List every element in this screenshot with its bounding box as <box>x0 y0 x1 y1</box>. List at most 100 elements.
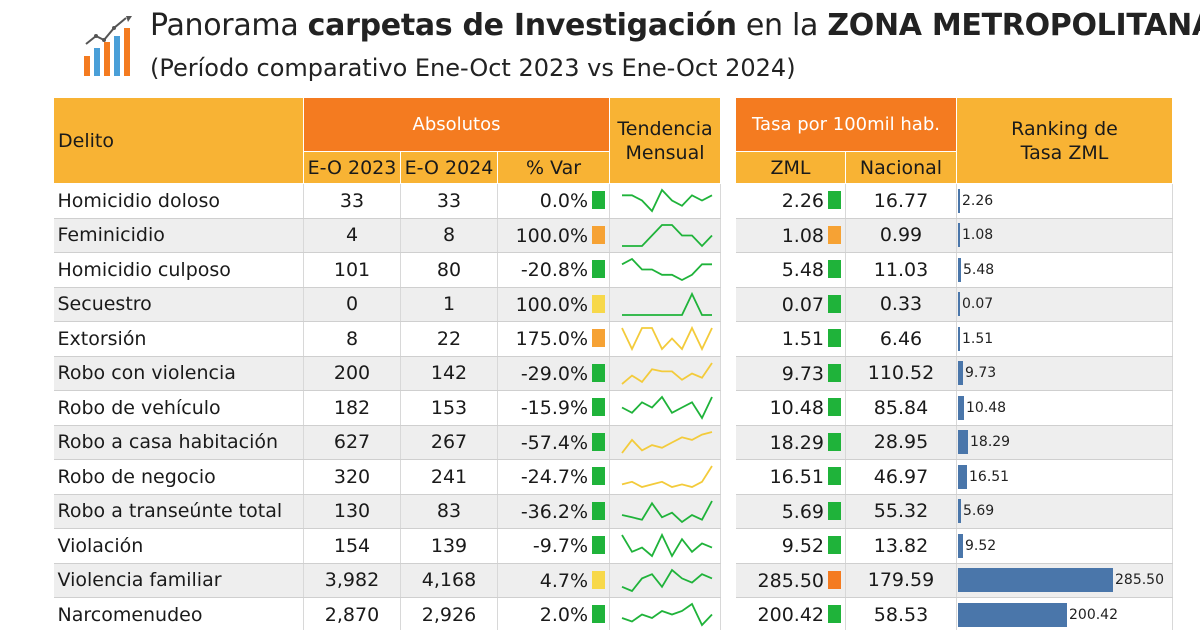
percent-var-text: 175.0% <box>515 328 589 350</box>
sparkline-series <box>621 500 713 523</box>
sparkline-series <box>621 602 713 627</box>
delito-name[interactable]: Homicidio culposo <box>53 252 304 288</box>
value-2024: 8 <box>400 218 498 253</box>
delito-name[interactable]: Homicidio doloso <box>53 183 304 219</box>
delito-name[interactable]: Robo a transeúnte total <box>53 494 304 529</box>
trend-sparkline <box>609 597 722 630</box>
trend-sparkline <box>609 563 722 598</box>
ranking-bar <box>958 533 963 558</box>
table-row: 0.07 0.33 0.07 <box>735 287 1173 322</box>
trend-sparkline <box>609 183 722 219</box>
sparkline-series <box>621 430 713 454</box>
ranking-label: 1.08 <box>962 227 994 244</box>
col-header-var[interactable]: % Var <box>496 151 611 184</box>
sparkline-chart <box>621 533 713 559</box>
value-2023: 0 <box>303 287 401 322</box>
ranking-cell: 200.42 <box>956 597 1173 630</box>
ranking-label: 5.69 <box>963 503 995 520</box>
value-2024: 33 <box>400 183 498 219</box>
value-2023: 154 <box>303 528 401 564</box>
delito-name[interactable]: Violencia familiar <box>53 563 304 598</box>
sparkline-chart <box>622 291 713 316</box>
trend-sparkline <box>609 390 722 426</box>
sparkline-series <box>622 188 713 213</box>
delito-name[interactable]: Extorsión <box>53 321 304 357</box>
rate-nacional: 0.33 <box>845 287 957 322</box>
value-2023: 320 <box>303 459 401 495</box>
rate-zml-indicator <box>828 294 841 313</box>
ranking-label: 285.50 <box>1115 572 1164 589</box>
ranking-bar-container: 9.52 <box>957 529 1172 562</box>
ranking-bar-container: 200.42 <box>957 598 1172 630</box>
percent-var-indicator <box>592 260 606 278</box>
table-row: Narcomenudeo 2,870 2,926 2.0% <box>53 597 722 630</box>
percent-var: 100.0% <box>497 287 611 322</box>
percent-var-text: 100.0% <box>515 224 589 247</box>
sparkline-chart <box>621 430 713 454</box>
rate-zml-text: 1.51 <box>781 328 824 350</box>
value-2024: 83 <box>400 494 498 529</box>
delito-name[interactable]: Robo con violencia <box>53 356 304 391</box>
rate-zml: 285.50 <box>735 563 846 598</box>
ranking-bar-container: 9.73 <box>957 357 1172 390</box>
ranking-cell: 1.51 <box>956 321 1173 357</box>
sparkline-chart <box>622 188 713 213</box>
percent-var-indicator <box>592 363 606 382</box>
ranking-bar <box>958 188 960 213</box>
col-header-nacional[interactable]: Nacional <box>845 151 957 184</box>
percent-var-text: -36.2% <box>520 500 589 523</box>
rate-zml-text: 10.48 <box>769 397 824 419</box>
ranking-label: 10.48 <box>966 399 1007 416</box>
rate-zml: 18.29 <box>735 425 846 460</box>
rate-zml: 9.52 <box>735 528 846 564</box>
table-row: Robo a transeúnte total 130 83 -36.2% <box>53 494 722 529</box>
ranking-bar-container: 2.26 <box>957 184 1172 217</box>
col-header-eo2023[interactable]: E-O 2023 <box>303 151 401 184</box>
delito-name[interactable]: Robo de negocio <box>53 459 304 495</box>
rate-zml: 0.07 <box>735 287 846 322</box>
ranking-bar <box>958 602 1067 627</box>
delito-name[interactable]: Robo de vehículo <box>53 390 304 426</box>
rate-zml-text: 2.26 <box>781 190 824 212</box>
rate-zml-text: 18.29 <box>769 431 824 454</box>
percent-var: 4.7% <box>497 563 611 598</box>
ranking-label: 200.42 <box>1069 606 1118 623</box>
percent-var-indicator <box>592 191 606 209</box>
value-2023: 3,982 <box>303 563 401 598</box>
rate-zml-indicator <box>828 467 841 485</box>
rate-nacional: 13.82 <box>845 528 957 564</box>
trend-sparkline <box>609 252 722 288</box>
value-2024: 139 <box>400 528 498 564</box>
percent-var-text: -15.9% <box>520 397 589 419</box>
ranking-label: 9.52 <box>965 537 997 554</box>
value-2023: 101 <box>303 252 401 288</box>
col-header-delito[interactable]: Delito <box>53 97 304 184</box>
percent-var-text: -57.4% <box>520 431 589 454</box>
table-row: Robo con violencia 200 142 -29.0% <box>53 356 722 391</box>
delito-name[interactable]: Robo a casa habitación <box>53 425 304 460</box>
rate-zml-text: 9.52 <box>781 535 824 557</box>
rate-zml: 10.48 <box>735 390 846 426</box>
trend-sparkline <box>609 528 722 564</box>
ranking-cell: 10.48 <box>956 390 1173 426</box>
delito-name[interactable]: Narcomenudeo <box>53 597 304 630</box>
table-row: 18.29 28.95 18.29 <box>735 425 1173 460</box>
ranking-bar-container: 10.48 <box>957 391 1172 424</box>
value-2023: 200 <box>303 356 401 391</box>
delito-name[interactable]: Violación <box>53 528 304 564</box>
rate-nacional: 179.59 <box>845 563 957 598</box>
sparkline-series <box>622 291 713 316</box>
rate-nacional: 110.52 <box>845 356 957 391</box>
delito-name[interactable]: Secuestro <box>53 287 304 322</box>
ranking-bar <box>958 326 960 351</box>
table-row: Secuestro 0 1 100.0% <box>53 287 722 322</box>
col-header-eo2024[interactable]: E-O 2024 <box>400 151 498 184</box>
delito-name[interactable]: Feminicidio <box>53 218 304 253</box>
rate-zml: 2.26 <box>735 183 846 219</box>
sparkline-chart <box>621 465 713 489</box>
col-header-zml[interactable]: ZML <box>735 151 846 184</box>
ranking-cell: 5.48 <box>956 252 1173 288</box>
percent-var: -15.9% <box>497 390 611 426</box>
percent-var-indicator <box>592 605 606 623</box>
percent-var-text: 4.7% <box>539 569 589 592</box>
